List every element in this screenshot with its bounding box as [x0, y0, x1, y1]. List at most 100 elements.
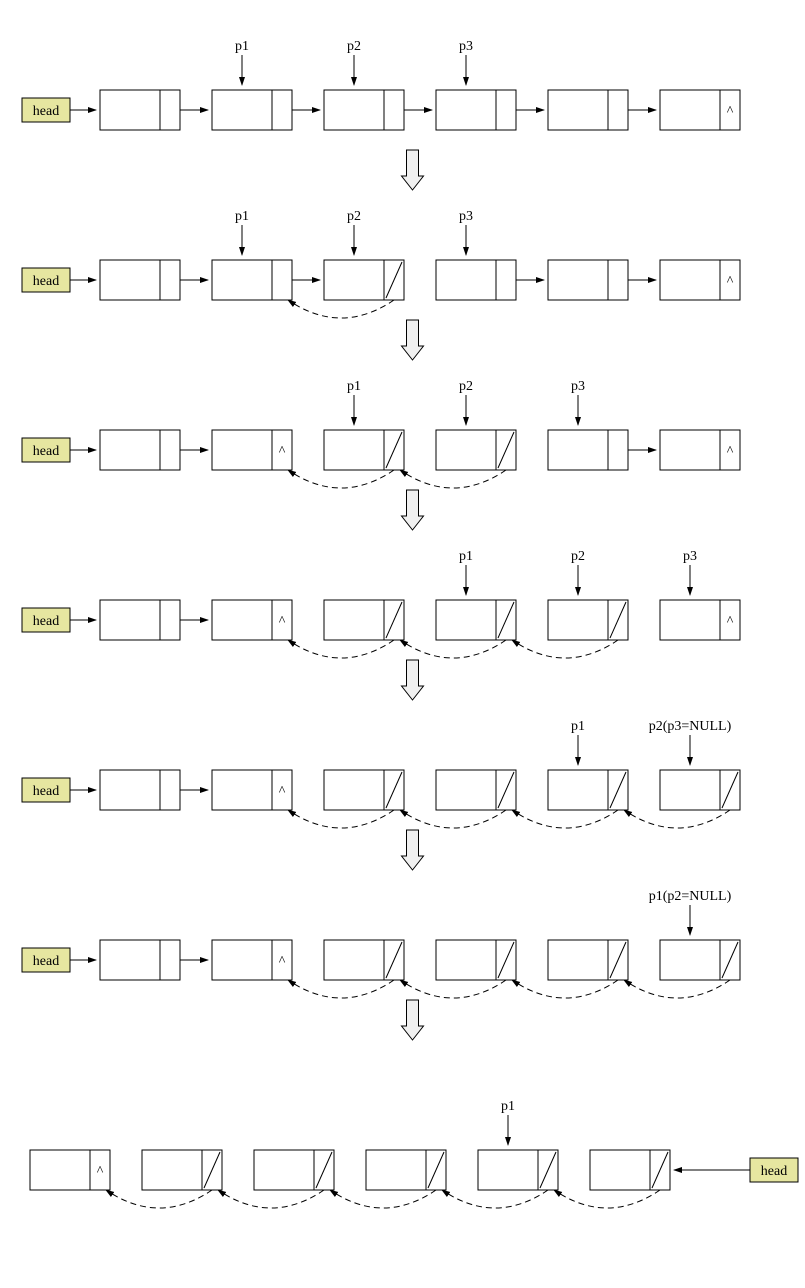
back-curve	[624, 980, 730, 998]
list-node	[436, 940, 516, 980]
step-arrow	[402, 830, 424, 870]
slash-mark	[428, 1152, 444, 1188]
null-caret: ^	[727, 614, 734, 629]
back-curve	[554, 1190, 660, 1208]
slash-mark	[386, 602, 402, 638]
slash-mark	[610, 772, 626, 808]
pointer-label: p2	[571, 549, 585, 564]
step-arrow	[402, 660, 424, 700]
pointer-label: p2(p3=NULL)	[649, 719, 732, 734]
pointer-label: p1	[347, 379, 361, 394]
back-curve	[106, 1190, 212, 1208]
list-node	[548, 430, 628, 470]
pointer-label: p2	[459, 379, 473, 394]
list-node	[324, 260, 404, 300]
slash-mark	[652, 1152, 668, 1188]
list-node	[100, 940, 180, 980]
slash-mark	[610, 602, 626, 638]
list-node	[436, 430, 516, 470]
step-arrow	[402, 320, 424, 360]
head-label: head	[761, 1164, 787, 1179]
head-label: head	[33, 444, 59, 459]
null-caret: ^	[727, 444, 734, 459]
slash-mark	[498, 602, 514, 638]
list-node	[324, 940, 404, 980]
list-node	[548, 600, 628, 640]
pointer-label: p2	[347, 209, 361, 224]
list-node	[254, 1150, 334, 1190]
pointer-label: p3	[683, 549, 697, 564]
list-node	[100, 260, 180, 300]
list-node	[548, 90, 628, 130]
null-caret: ^	[279, 954, 286, 969]
pointer-label: p1	[235, 39, 249, 54]
list-node	[324, 770, 404, 810]
list-node	[142, 1150, 222, 1190]
list-node	[100, 90, 180, 130]
list-node	[660, 940, 740, 980]
list-node	[324, 600, 404, 640]
back-curve	[512, 640, 618, 658]
slash-mark	[204, 1152, 220, 1188]
list-node	[100, 770, 180, 810]
list-node	[590, 1150, 670, 1190]
pointer-label: p1(p2=NULL)	[649, 889, 732, 904]
back-curve	[288, 980, 394, 998]
list-node	[548, 940, 628, 980]
list-node	[366, 1150, 446, 1190]
head-label: head	[33, 784, 59, 799]
pointer-label: p2	[347, 39, 361, 54]
back-curve	[288, 640, 394, 658]
pointer-label: p1	[235, 209, 249, 224]
null-caret: ^	[727, 104, 734, 119]
step-arrow	[402, 150, 424, 190]
null-caret: ^	[279, 614, 286, 629]
back-curve	[400, 980, 506, 998]
list-node	[100, 600, 180, 640]
slash-mark	[386, 262, 402, 298]
back-curve	[330, 1190, 436, 1208]
list-node	[436, 600, 516, 640]
null-caret: ^	[279, 784, 286, 799]
slash-mark	[610, 942, 626, 978]
head-label: head	[33, 614, 59, 629]
list-node	[548, 770, 628, 810]
list-node	[436, 90, 516, 130]
slash-mark	[498, 432, 514, 468]
back-curve	[218, 1190, 324, 1208]
null-caret: ^	[727, 274, 734, 289]
slash-mark	[386, 942, 402, 978]
back-curve	[512, 980, 618, 998]
back-curve	[624, 810, 730, 828]
list-node	[660, 770, 740, 810]
head-label: head	[33, 104, 59, 119]
step-arrow	[402, 490, 424, 530]
null-caret: ^	[279, 444, 286, 459]
slash-mark	[722, 942, 738, 978]
pointer-label: p1	[459, 549, 473, 564]
list-node	[100, 430, 180, 470]
list-node	[478, 1150, 558, 1190]
list-node	[324, 90, 404, 130]
pointer-label: p3	[571, 379, 585, 394]
list-node	[212, 90, 292, 130]
back-curve	[442, 1190, 548, 1208]
step-arrow	[402, 1000, 424, 1040]
pointer-label: p1	[571, 719, 585, 734]
back-curve	[288, 470, 394, 488]
back-curve	[400, 470, 506, 488]
back-curve	[400, 810, 506, 828]
list-node	[324, 430, 404, 470]
pointer-label: p3	[459, 39, 473, 54]
list-node	[436, 260, 516, 300]
slash-mark	[498, 772, 514, 808]
head-label: head	[33, 274, 59, 289]
back-curve	[512, 810, 618, 828]
slash-mark	[498, 942, 514, 978]
slash-mark	[386, 772, 402, 808]
list-node	[548, 260, 628, 300]
back-curve	[288, 810, 394, 828]
list-node	[212, 260, 292, 300]
slash-mark	[540, 1152, 556, 1188]
pointer-label: p3	[459, 209, 473, 224]
